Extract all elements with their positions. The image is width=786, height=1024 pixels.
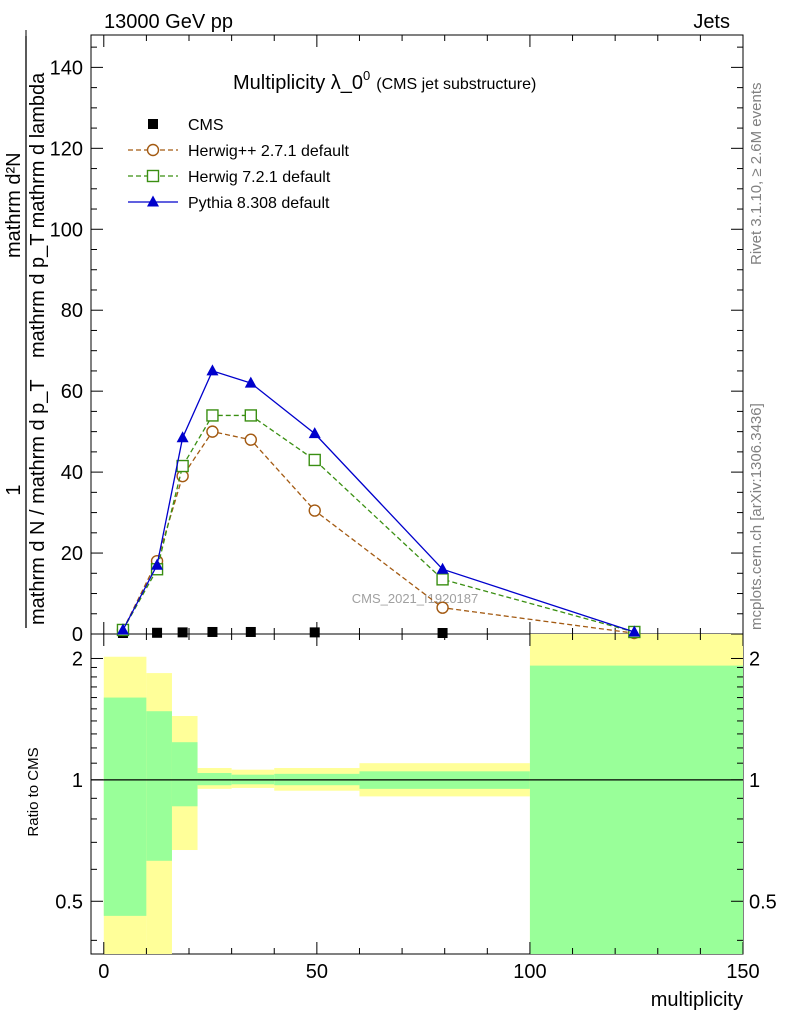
xlabel: multiplicity: [651, 989, 743, 1011]
xtick-label: 150: [726, 961, 759, 983]
data-point: [308, 427, 321, 439]
mcplots-label: mcplots.cern.ch [arXiv:1306.3436]: [748, 403, 765, 630]
data-point: [146, 143, 160, 157]
legend-entry: CMS: [148, 117, 224, 134]
analysis-watermark: CMS_2021_I1920187: [352, 591, 479, 606]
legend-label: Herwig 7.2.1 default: [188, 169, 331, 186]
main-axes: 0 20 40 60 80 100 120 140: [50, 46, 743, 646]
ylabel-numerator: 1: [3, 484, 25, 495]
rivet-label: Rivet 3.1.10, ≥ 2.6M events: [748, 83, 765, 266]
data-point: [147, 195, 159, 207]
data-point: [206, 425, 219, 438]
data-point: [177, 627, 188, 638]
ratio-ytick-label: 0.5: [55, 891, 83, 913]
data-point: [308, 504, 321, 517]
ratio-ylabel: Ratio to CMS: [25, 747, 42, 836]
data-point: [206, 409, 219, 422]
main-series: [116, 364, 641, 640]
chart-title: Multiplicity λ_00 (CMS jet substructure): [233, 68, 536, 94]
data-point: [207, 626, 218, 637]
chart-title-main: Multiplicity λ_0: [233, 72, 363, 94]
data-point: [151, 558, 164, 570]
main-ytick-label: 100: [50, 219, 83, 241]
ratio-ytick-label-right: 0.5: [749, 891, 777, 913]
main-ylabel: 1 mathrm d N / mathrm d p_T mathrm d²N m…: [3, 30, 49, 628]
ylabel-denominator: mathrm d N / mathrm d p_T: [27, 379, 49, 625]
xtick-label: 0: [98, 961, 109, 983]
header-right: Jets: [693, 11, 730, 33]
data-point: [244, 433, 258, 446]
data-point: [436, 573, 449, 586]
main-ytick-label: 140: [50, 57, 83, 79]
chart-title-sup: 0: [363, 68, 370, 83]
ylabel-fraction-den: mathrm d p_T mathrm d lambda: [27, 72, 49, 358]
data-point: [437, 628, 448, 638]
ratio-ytick-label-right: 1: [749, 770, 760, 792]
ratio-ytick-label-right: 2: [749, 648, 760, 670]
ylabel-fraction-num: mathrm d²N: [3, 152, 25, 258]
data-point: [244, 376, 257, 388]
legend-label: Herwig++ 2.7.1 default: [188, 143, 350, 160]
main-ytick-label: 80: [61, 300, 83, 322]
data-point: [146, 169, 160, 183]
main-ytick-label: 40: [61, 462, 83, 484]
ratio-bands: [91, 634, 743, 954]
data-point: [308, 453, 321, 467]
ratio-ytick-label: 1: [72, 770, 83, 792]
data-point: [116, 623, 129, 635]
data-point: [148, 119, 158, 129]
chart-subtitle: (CMS jet substructure): [376, 76, 536, 93]
legend-label: CMS: [188, 117, 224, 134]
main-ytick-label: 0: [72, 624, 83, 646]
series-line: [122, 370, 635, 633]
data-point: [245, 626, 256, 637]
main-ytick-label: 120: [50, 138, 83, 160]
legend-entry: Herwig++ 2.7.1 default: [128, 143, 350, 160]
series-1: [116, 425, 641, 640]
series-3: [116, 364, 641, 637]
data-point: [436, 601, 449, 614]
legend-label: Pythia 8.308 default: [188, 195, 330, 212]
data-point: [436, 562, 449, 574]
xtick-label: 100: [513, 961, 546, 983]
data-point: [309, 627, 320, 638]
ratio-band-inner: [146, 711, 172, 861]
ratio-axes: 0.5 0.51 12 20 50 100 150: [55, 35, 777, 983]
data-point: [206, 364, 219, 376]
main-ytick-label: 60: [61, 381, 83, 403]
series-line: [122, 414, 635, 633]
legend-entry: Herwig 7.2.1 default: [128, 169, 331, 186]
data-point: [244, 409, 258, 422]
ratio-band-inner: [171, 742, 198, 807]
ratio-band-inner: [529, 665, 743, 954]
data-point: [152, 627, 163, 638]
xtick-label: 50: [306, 961, 328, 983]
ratio-band-inner: [103, 697, 147, 916]
main-ytick-label: 20: [61, 543, 83, 565]
header-left: 13000 GeV pp: [104, 11, 233, 33]
legend: CMS Herwig++ 2.7.1 default Herwig 7.2.1 de…: [128, 117, 350, 212]
data-point: [176, 431, 189, 443]
data-point: [176, 459, 189, 473]
data-point: [628, 625, 641, 637]
ratio-band-inner: [197, 773, 232, 786]
legend-entry: Pythia 8.308 default: [128, 195, 330, 212]
ratio-ytick-label: 2: [72, 648, 83, 670]
